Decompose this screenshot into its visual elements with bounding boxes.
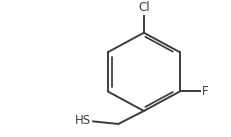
Text: Cl: Cl bbox=[137, 2, 149, 15]
Text: F: F bbox=[201, 85, 207, 98]
Text: HS: HS bbox=[74, 114, 91, 127]
